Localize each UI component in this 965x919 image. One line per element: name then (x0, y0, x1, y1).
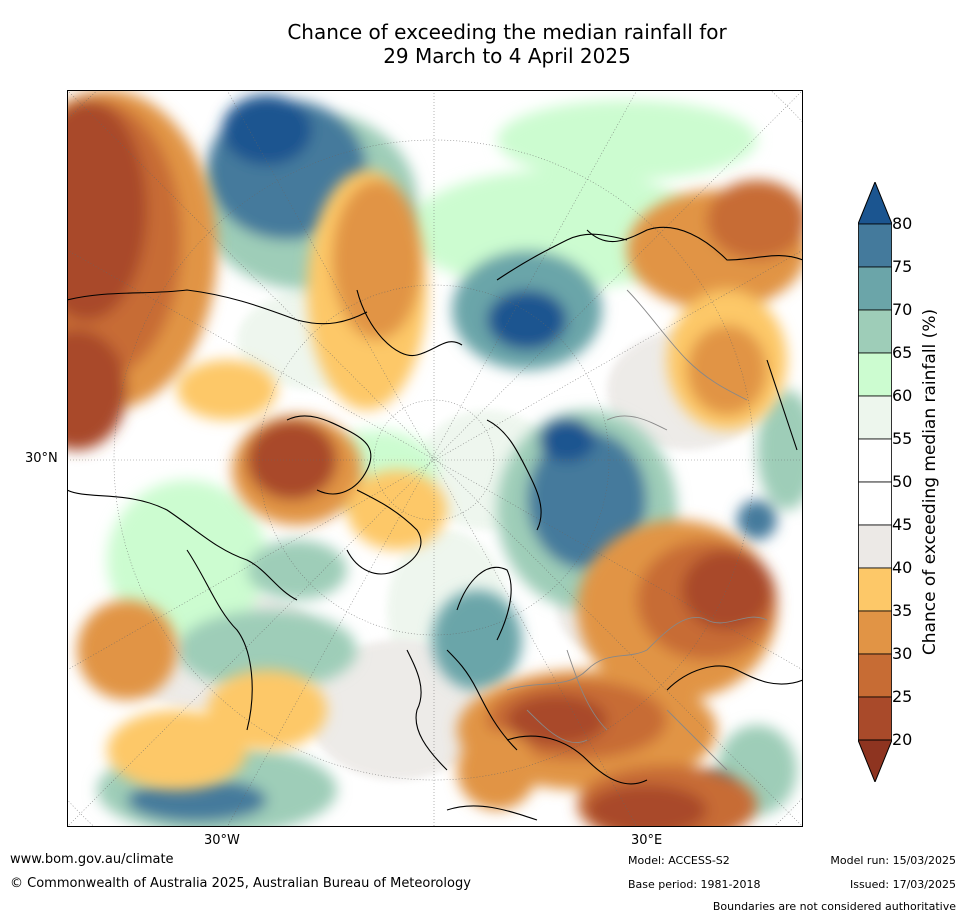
colorbar-band-b20_25 (858, 696, 892, 741)
country-boundaries (506, 289, 768, 771)
colorbar-tick-label: 60 (892, 386, 913, 405)
rainfall-probability-map (67, 90, 803, 827)
title-line-2: 29 March to 4 April 2025 (383, 44, 631, 68)
colorbar-tick-label: 80 (892, 214, 913, 233)
colorbar-tick-label: 40 (892, 558, 913, 577)
dry-anomaly-areas (67, 90, 803, 827)
colorbar-label: Chance of exceeding median rainfall (%) (920, 308, 940, 656)
colorbar-band-b25_30 (858, 653, 892, 698)
footer-issued: Issued: 17/03/2025 (849, 878, 956, 891)
footer-url: www.bom.gov.au/climate (10, 852, 174, 867)
footer-base-period: Base period: 1981-2018 (628, 878, 761, 891)
lat-label-30n: 30°N (25, 451, 58, 466)
colorbar-tick-label: 55 (892, 429, 913, 448)
colorbar-band-b75_80 (858, 223, 892, 268)
colorbar-under-triangle (858, 739, 892, 782)
graticule (67, 90, 803, 827)
colorbar-tick-label: 35 (892, 601, 913, 620)
colorbar-band-b60_65 (858, 352, 892, 397)
colorbar-band-b70_75 (858, 266, 892, 311)
colorbar-tick-label: 75 (892, 257, 913, 276)
coastlines (67, 226, 803, 821)
title-line-1: Chance of exceeding the median rainfall … (287, 20, 727, 44)
lon-label-30e: 30°E (631, 833, 663, 848)
colorbar (858, 182, 892, 782)
footer-disclaimer: Boundaries are not considered authoritat… (712, 900, 956, 913)
colorbar-over-triangle (858, 182, 892, 225)
colorbar-band-b40_45 (858, 524, 892, 569)
colorbar-band-b55_60 (858, 395, 892, 440)
colorbar-band-b50_55 (858, 438, 892, 483)
colorbar-band-b35_40 (858, 567, 892, 612)
colorbar-band-b65_70 (858, 309, 892, 354)
footer-model: Model: ACCESS-S2 (628, 854, 730, 867)
colorbar-band-b45_50 (858, 481, 892, 526)
colorbar-band-b30_35 (858, 610, 892, 655)
map-title: Chance of exceeding the median rainfall … (0, 20, 965, 68)
lon-label-30w: 30°W (204, 833, 240, 848)
colorbar-tick-label: 25 (892, 687, 913, 706)
footer-model-run: Model run: 15/03/2025 (830, 854, 956, 867)
colorbar-tick-label: 70 (892, 300, 913, 319)
colorbar-tick-label: 45 (892, 515, 913, 534)
colorbar-tick-label: 50 (892, 472, 913, 491)
footer-copyright: © Commonwealth of Australia 2025, Austra… (10, 876, 471, 891)
colorbar-tick-label: 30 (892, 644, 913, 663)
colorbar-tick-label: 20 (892, 730, 913, 749)
colorbar-tick-label: 65 (892, 343, 913, 362)
